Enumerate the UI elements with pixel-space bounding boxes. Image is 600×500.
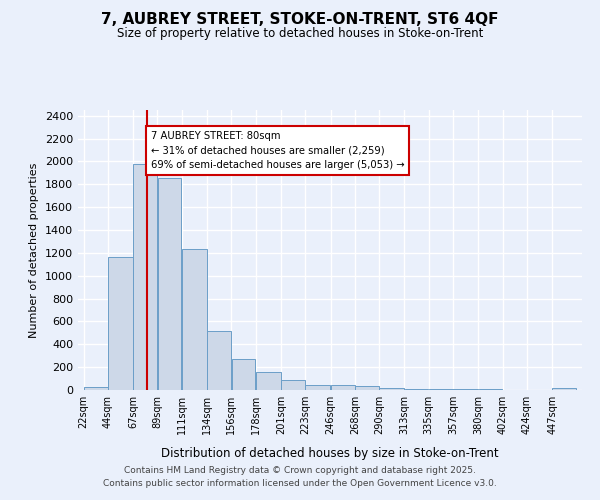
Bar [331,386,355,390]
Bar [553,388,576,390]
Bar [256,372,281,390]
Bar [404,389,428,390]
Text: 7 AUBREY STREET: 80sqm
← 31% of detached houses are smaller (2,259)
69% of semi-: 7 AUBREY STREET: 80sqm ← 31% of detached… [151,130,404,170]
Text: Contains HM Land Registry data © Crown copyright and database right 2025.
Contai: Contains HM Land Registry data © Crown c… [103,466,497,487]
Bar [158,178,181,390]
Y-axis label: Number of detached properties: Number of detached properties [29,162,40,338]
Bar [108,258,133,390]
Bar [84,386,107,390]
Bar [182,250,207,390]
Text: 7, AUBREY STREET, STOKE-ON-TRENT, ST6 4QF: 7, AUBREY STREET, STOKE-ON-TRENT, ST6 4Q… [101,12,499,28]
Bar [379,388,404,390]
Bar [281,380,305,390]
Text: Size of property relative to detached houses in Stoke-on-Trent: Size of property relative to detached ho… [117,28,483,40]
Bar [207,330,231,390]
Bar [355,386,379,390]
Bar [232,359,256,390]
Bar [305,385,330,390]
Bar [133,164,157,390]
Text: Distribution of detached houses by size in Stoke-on-Trent: Distribution of detached houses by size … [161,448,499,460]
